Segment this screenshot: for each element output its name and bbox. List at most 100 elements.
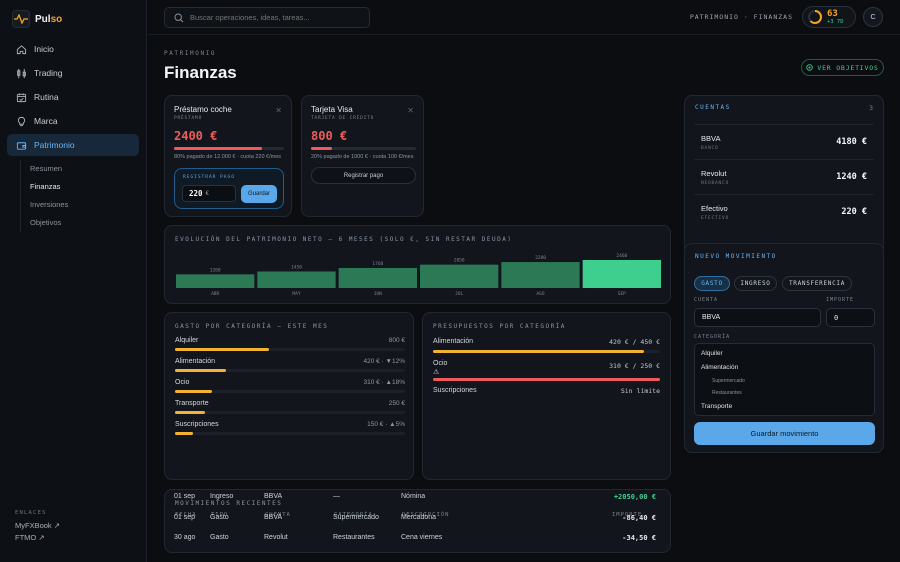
subnav-item-finanzas[interactable]: Finanzas [30, 182, 61, 191]
search-box[interactable] [164, 7, 370, 28]
category-bar-fill [175, 432, 194, 435]
close-icon[interactable]: ✕ [407, 106, 414, 115]
col-header-tipo: TIPO [211, 512, 229, 518]
save-movement-button[interactable]: Guardar movimiento [694, 422, 875, 445]
category-option[interactable]: Restaurantes [712, 390, 742, 396]
links-title: ENLACES [15, 510, 47, 516]
category-option[interactable]: Supermercado [712, 378, 745, 384]
budget-value: 420 € / 450 € [609, 338, 660, 346]
view-goals-button[interactable]: VER OBJETIVOS [801, 59, 884, 76]
view-goals-label: VER OBJETIVOS [817, 63, 879, 72]
streak-delta: +3 7D [827, 18, 844, 25]
cell-category: Supermercado [333, 514, 379, 521]
account-row-efectivo[interactable]: Efectivo EFECTIVO 220 € [694, 194, 874, 226]
category-tick-label: JUL [455, 291, 463, 297]
bar-value-label: 1760 [372, 261, 383, 267]
budget-bar [433, 378, 660, 381]
save-payment-button[interactable]: Guardar [241, 185, 277, 203]
category-value: 250 € [388, 400, 405, 407]
category-name: Alquiler [175, 337, 199, 344]
net-worth-card: EVOLUCIÓN DEL PATRIMONIO NETO — 6 MESES … [164, 225, 671, 304]
search-icon [174, 12, 184, 22]
bar-value-label: 1200 [210, 267, 221, 273]
account-row-bbva[interactable]: BBVA BANCO 4180 € [694, 124, 874, 156]
category-option[interactable]: Transporte [701, 403, 733, 410]
tab-transferencia[interactable]: TRANSFERENCIA [782, 276, 852, 291]
bar-value-label: 1450 [291, 264, 302, 270]
budget-value: Sin límite [620, 387, 660, 395]
external-links: ENLACES MyFXBook ↗ FTMO ↗ [15, 510, 60, 545]
wallet-icon [16, 141, 27, 150]
category-value: 310 € · ▲18% [363, 379, 406, 386]
debt-detail: 20% pagado de 1000 € · cuota 100 €/mes [311, 154, 414, 160]
net-worth-chart: 1200 ABR 1450 MAY 1760 JUN 2050 JUL 2280 AGO 2460 S… [176, 253, 661, 297]
nav-label: Trading [34, 68, 63, 78]
page-title: Finanzas [164, 63, 237, 82]
accounts-title: CUENTAS [695, 104, 731, 111]
brand-logo[interactable]: Pulso [12, 10, 62, 28]
search-input[interactable] [190, 13, 360, 22]
sidebar: Pulso Inicio Trading Rutina Marca Patrim… [0, 0, 147, 562]
nav-item-inicio[interactable]: Inicio [7, 38, 139, 60]
chart-bar [176, 274, 255, 288]
nav-label: Marca [34, 116, 58, 126]
cell-description: Mercadona [401, 514, 437, 521]
register-payment-button[interactable]: Registrar pago [311, 167, 416, 184]
category-bar [175, 411, 405, 414]
category-list[interactable]: Alquiler Alimentación Supermercado Resta… [694, 343, 875, 416]
subnav-item-resumen[interactable]: Resumen [30, 164, 63, 173]
account-select[interactable]: BBVA [694, 308, 821, 327]
nav-item-rutina[interactable]: Rutina [7, 86, 139, 108]
topbar: PATRIMONIO · FINANZAS 63 +3 7D C [148, 0, 900, 35]
amount-label: IMPORTE [826, 297, 855, 303]
nav-label: Patrimonio [34, 140, 75, 150]
subnav-item-inversiones[interactable]: Inversiones [30, 200, 69, 209]
tab-ingreso[interactable]: INGRESO [734, 276, 777, 291]
account-row-revolut[interactable]: Revolut NEOBANCO 1240 € [694, 159, 874, 191]
category-bar [175, 369, 405, 372]
budget-bar-fill [433, 378, 660, 381]
budget-bar-fill [433, 350, 645, 353]
close-icon[interactable]: ✕ [275, 106, 282, 115]
cell-amount: -34,50 € [622, 534, 656, 542]
breadcrumb: PATRIMONIO · FINANZAS [689, 13, 793, 21]
budgets-title: PRESUPUESTOS POR CATEGORÍA [433, 323, 566, 330]
category-option[interactable]: Alimentación [701, 364, 739, 371]
category-name: Alimentación [175, 358, 216, 365]
chart-bar [257, 271, 336, 288]
streak-badge[interactable]: 63 +3 7D [802, 6, 856, 28]
movements-card: MOVIMIENTOS RECIENTES FECHA TIPO CUENTA … [164, 489, 671, 553]
nav-label: Rutina [34, 92, 59, 102]
bar-value-label: 2460 [616, 253, 627, 259]
nav-item-marca[interactable]: Marca [7, 110, 139, 132]
tab-gasto[interactable]: GASTO [694, 276, 730, 291]
account-kind: BANCO [701, 146, 719, 151]
link-ftmo[interactable]: FTMO ↗ [15, 533, 45, 542]
nav-item-trading[interactable]: Trading [7, 62, 139, 84]
payment-amount-input[interactable]: 220 € [182, 185, 236, 202]
chart-bar [338, 267, 417, 288]
budget-name: Suscripciones [433, 387, 477, 394]
avatar[interactable]: C [863, 7, 883, 27]
category-bar-fill [175, 411, 205, 414]
category-bar-fill [175, 369, 226, 372]
subnav-patrimonio: Resumen Finanzas Inversiones Objetivos [20, 160, 68, 232]
account-kind: NEOBANCO [701, 181, 730, 186]
account-balance: 4180 € [836, 137, 867, 147]
budget-name: Ocio [433, 360, 448, 367]
main-nav: Inicio Trading Rutina Marca Patrimonio [7, 38, 139, 158]
debt-name: Tarjeta Visa [311, 105, 353, 114]
bar-value-label: 2050 [454, 258, 465, 264]
link-myfxbook[interactable]: MyFXBook ↗ [15, 521, 61, 530]
debt-name: Préstamo coche [174, 105, 232, 114]
subnav-item-objetivos[interactable]: Objetivos [30, 218, 62, 227]
cell-description: Cena viernes [401, 534, 443, 541]
amount-input[interactable]: 0 [826, 308, 875, 327]
category-option[interactable]: Alquiler [701, 350, 723, 357]
cell-amount: -86,40 € [622, 514, 656, 522]
account-name: Revolut [701, 169, 727, 178]
account-name: Efectivo [701, 204, 728, 213]
category-tick-label: JUN [374, 291, 382, 297]
nav-item-patrimonio[interactable]: Patrimonio [7, 134, 139, 156]
